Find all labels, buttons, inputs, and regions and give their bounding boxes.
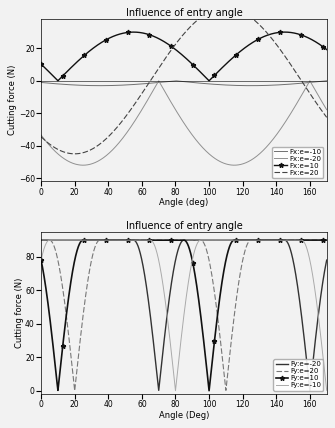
Fy:e=-10	[39, 258, 43, 263]
Fx:e=20	[224, 5, 228, 10]
Fy:e=20	[160, 238, 164, 243]
X-axis label: Angle (deg): Angle (deg)	[159, 198, 208, 207]
Fy:e=-20	[308, 388, 312, 393]
Line: Fx:e=-10: Fx:e=-10	[41, 81, 330, 86]
Fy:e=10	[249, 238, 253, 243]
Fx:e=-20	[163, 89, 167, 94]
Fx:e=-20	[249, 158, 253, 163]
Fy:e=-10	[48, 238, 52, 243]
Legend: Fy:e=-20, Fy:e=20, Fy:e=10, Fy:e=-10: Fy:e=-20, Fy:e=20, Fy:e=10, Fy:e=-10	[273, 359, 323, 391]
Fx:e=10	[305, 35, 309, 40]
Fx:e=20	[73, 151, 77, 156]
Fx:e=-10	[319, 79, 323, 84]
Fy:e=-10	[174, 388, 178, 393]
Line: Fx:e=10: Fx:e=10	[39, 30, 332, 83]
Fy:e=-10	[249, 238, 253, 243]
Fx:e=-20	[328, 113, 332, 118]
Fy:e=20	[163, 238, 167, 243]
Fy:e=-20	[328, 245, 332, 250]
Fx:e=-10	[174, 78, 178, 83]
Fy:e=10	[328, 238, 332, 243]
Line: Fy:e=20: Fy:e=20	[41, 240, 330, 391]
Fy:e=20	[177, 238, 181, 243]
Fx:e=-20	[39, 133, 43, 138]
Fx:e=10	[249, 41, 253, 46]
Fx:e=-20	[319, 98, 323, 103]
Fy:e=10	[177, 238, 181, 243]
Line: Fy:e=-20: Fy:e=-20	[41, 240, 330, 391]
Fy:e=20	[328, 238, 332, 243]
X-axis label: Angle (Deg): Angle (Deg)	[159, 411, 209, 420]
Fx:e=10	[163, 39, 167, 45]
Fy:e=10	[305, 238, 309, 243]
Y-axis label: Cutting force (N): Cutting force (N)	[15, 278, 24, 348]
Fx:e=-10	[305, 80, 309, 85]
Fy:e=-10	[319, 339, 323, 344]
Fy:e=-20	[305, 359, 309, 364]
Fy:e=-20	[39, 238, 43, 243]
Fx:e=-20	[160, 85, 164, 90]
Fy:e=-10	[160, 279, 164, 285]
Fx:e=10	[177, 49, 181, 54]
Legend: Fx:e=-10, Fx:e=-20, Fx:e=10, Fx:e=20: Fx:e=-10, Fx:e=-20, Fx:e=10, Fx:e=20	[272, 147, 323, 178]
Fy:e=20	[319, 238, 323, 243]
Fx:e=-20	[177, 112, 181, 117]
Fy:e=20	[249, 238, 253, 243]
Fx:e=10	[132, 30, 136, 35]
Fx:e=20	[319, 107, 323, 113]
Fx:e=-10	[163, 79, 167, 84]
Y-axis label: Cutting force (N): Cutting force (N)	[8, 65, 17, 135]
Title: Influence of entry angle: Influence of entry angle	[126, 221, 242, 231]
Fy:e=20	[305, 238, 309, 243]
Line: Fx:e=20: Fx:e=20	[41, 8, 330, 154]
Fy:e=-10	[177, 360, 181, 365]
Fx:e=10	[207, 78, 211, 83]
Fy:e=10	[160, 238, 164, 243]
Fx:e=20	[163, 56, 167, 62]
Fx:e=-10	[328, 79, 332, 84]
Fy:e=20	[73, 388, 77, 393]
Fy:e=10	[81, 238, 85, 243]
Fx:e=20	[39, 134, 43, 139]
Fx:e=-10	[249, 83, 253, 88]
Fy:e=-20	[176, 247, 180, 252]
Fx:e=-20	[308, 78, 312, 83]
Fx:e=-10	[39, 80, 43, 85]
Line: Fx:e=-20: Fx:e=-20	[41, 81, 330, 165]
Fy:e=-20	[249, 238, 253, 243]
Line: Fy:e=-10: Fy:e=-10	[41, 240, 330, 391]
Fx:e=20	[177, 38, 181, 43]
Fx:e=20	[305, 86, 309, 92]
Fy:e=-20	[160, 353, 164, 358]
Fy:e=-20	[163, 332, 167, 337]
Fy:e=10	[39, 258, 43, 263]
Fx:e=-20	[305, 83, 309, 89]
Title: Influence of entry angle: Influence of entry angle	[126, 8, 242, 18]
Fy:e=-10	[305, 246, 309, 251]
Fy:e=20	[39, 238, 43, 243]
Fx:e=10	[319, 43, 323, 48]
Fx:e=20	[328, 119, 332, 124]
Fx:e=10	[328, 50, 332, 55]
Fy:e=-10	[163, 295, 167, 300]
Fx:e=-20	[81, 163, 85, 168]
Fx:e=20	[160, 60, 164, 65]
Fx:e=-10	[98, 83, 102, 88]
Fy:e=-20	[319, 290, 323, 295]
Fx:e=10	[39, 62, 43, 67]
Fy:e=-10	[328, 357, 332, 362]
Line: Fy:e=10: Fy:e=10	[39, 238, 332, 393]
Fx:e=-10	[160, 80, 164, 85]
Fy:e=10	[163, 238, 167, 243]
Fx:e=20	[249, 15, 253, 20]
Fy:e=10	[319, 238, 323, 243]
Fx:e=-10	[177, 78, 181, 83]
Fy:e=10	[207, 388, 211, 393]
Fx:e=10	[160, 38, 164, 43]
